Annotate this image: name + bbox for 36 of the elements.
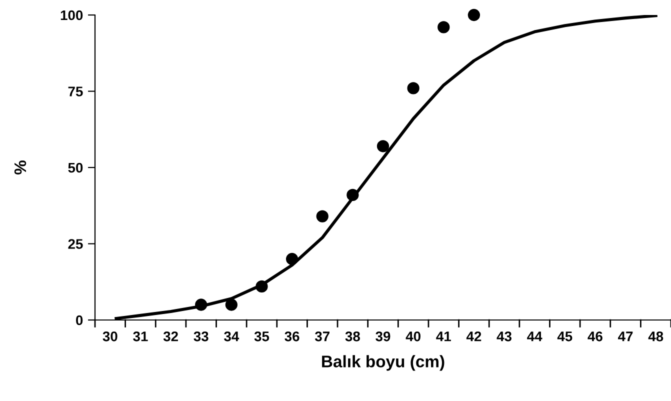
y-tick-label: 50: [68, 162, 83, 173]
x-tick-label: 31: [133, 331, 148, 342]
point: [468, 8, 480, 22]
x-tick-label: 34: [224, 331, 240, 342]
x-tick-label: 45: [557, 332, 572, 342]
x-tick-label: 43: [496, 331, 512, 342]
y-tick-label: 75: [68, 86, 83, 96]
x-tick-label: 40: [406, 331, 420, 342]
point: [225, 298, 238, 311]
x-tick-label: 47: [618, 332, 633, 342]
x-tick-label: 48: [648, 331, 664, 342]
x-tick-label: 30: [102, 331, 118, 342]
x-tick-label: 36: [284, 331, 300, 342]
x-tick-label: 46: [588, 331, 602, 342]
x-tick-label: 44: [527, 332, 542, 342]
x-tick-label: 33: [194, 331, 208, 342]
point: [316, 210, 328, 222]
x-axis-title: Balık boyu (cm): [322, 355, 444, 371]
point: [346, 188, 359, 202]
point: [438, 21, 450, 34]
y-tick-label: 25: [68, 239, 83, 249]
point: [256, 280, 268, 293]
x-tick-label: 42: [466, 331, 482, 342]
x-tick-label: 41: [436, 332, 451, 342]
point: [407, 82, 420, 94]
x-tick-label: 35: [254, 331, 270, 342]
y-tick-label: 0: [76, 315, 83, 326]
x-tick-label: 32: [163, 331, 178, 342]
y-axis-title: %: [14, 160, 26, 174]
point: [286, 252, 298, 266]
x-tick-label: 37: [314, 331, 330, 342]
x-tick-label: 38: [345, 331, 360, 342]
x-tick-label: 39: [376, 331, 390, 342]
point: [195, 298, 208, 311]
y-tick-label: 100: [60, 10, 83, 20]
point: [376, 140, 390, 152]
